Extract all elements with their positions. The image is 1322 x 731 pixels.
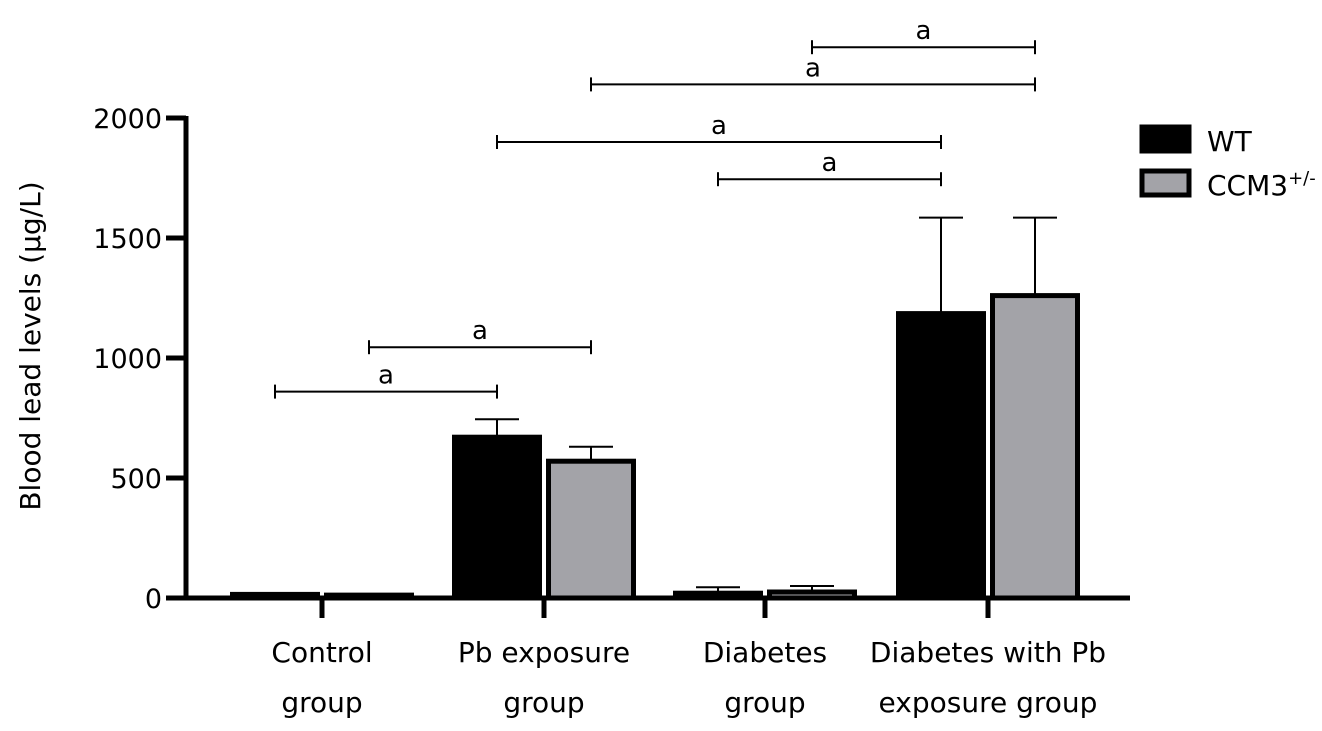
significance-label: a [472,316,488,346]
bars [230,216,1080,601]
x-tick-label: Control [271,636,372,669]
legend-swatch-wt [1139,124,1192,154]
x-tick-label: Diabetes [703,636,827,669]
significance-label: a [805,53,821,83]
legend-swatch-ccm3 [1139,168,1192,198]
y-tick-label: 0 [145,584,162,615]
y-tick-label: 2000 [93,104,162,135]
significance-label: a [378,361,394,391]
x-tick-label: group [724,686,805,719]
legend-label-ccm3: CCM3+/- [1207,168,1316,202]
y-tick-label: 1000 [93,344,162,375]
x-tick-label: group [281,686,362,719]
significance-label: a [916,16,932,46]
x-tick-label: group [503,686,584,719]
bar-wt-3 [896,311,986,601]
x-tick-label: Pb exposure [458,636,630,669]
axes: 0 500 1000 1500 2000 Control group Pb exposure g… [14,104,1130,719]
legend: WT CCM3+/- [1139,124,1316,202]
y-tick-label: 500 [110,464,162,495]
bar-wt-1 [452,434,542,601]
x-tick-label: Diabetes with Pb [870,636,1106,669]
significance-label: a [822,148,838,178]
significance-label: a [711,111,727,141]
x-tick-label: exposure group [879,686,1098,719]
legend-label-wt: WT [1207,125,1253,158]
bar-ccm3-3 [990,293,1080,601]
bar-ccm3-1 [546,458,636,601]
significance-brackets: a a a a a a [274,16,1036,399]
y-axis-label: Blood lead levels (µg/L) [14,181,47,510]
y-tick-label: 1500 [93,224,162,255]
